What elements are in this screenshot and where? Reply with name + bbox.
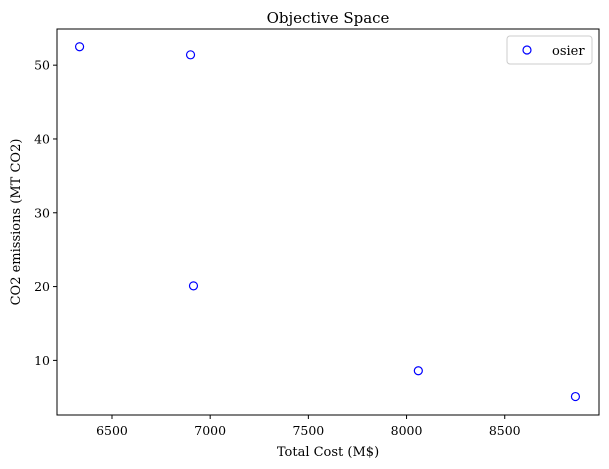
y-axis-ticks: 10 20 30 40 50 xyxy=(34,58,57,368)
x-axis-label: Total Cost (M$) xyxy=(277,445,379,460)
x-tick-label: 7000 xyxy=(194,423,226,438)
x-tick-label: 8000 xyxy=(391,423,423,438)
x-tick-label: 7500 xyxy=(292,423,324,438)
y-tick-label: 20 xyxy=(34,279,50,294)
scatter-point xyxy=(74,42,85,52)
plot-area-frame xyxy=(56,28,600,416)
scatter-point xyxy=(188,281,199,291)
y-tick-label: 30 xyxy=(34,205,50,220)
data-points xyxy=(74,42,581,402)
scatter-point xyxy=(570,391,581,402)
legend: osier xyxy=(506,35,593,65)
legend-box xyxy=(506,35,593,65)
scatter-point xyxy=(413,366,423,376)
scatter-point xyxy=(185,50,196,60)
y-tick-label: 40 xyxy=(34,131,50,146)
x-tick-label: 6500 xyxy=(96,423,128,438)
chart-title: Objective Space xyxy=(267,9,390,27)
y-tick-label: 50 xyxy=(34,58,50,73)
y-tick-label: 10 xyxy=(34,353,50,368)
x-axis-ticks: 6500 7000 7500 8000 8500 xyxy=(96,415,521,438)
y-axis-label: CO2 emissions (MT CO2) xyxy=(9,139,24,306)
x-tick-label: 8500 xyxy=(489,423,521,438)
legend-marker-osier xyxy=(522,45,532,55)
legend-label-osier: osier xyxy=(552,44,585,59)
